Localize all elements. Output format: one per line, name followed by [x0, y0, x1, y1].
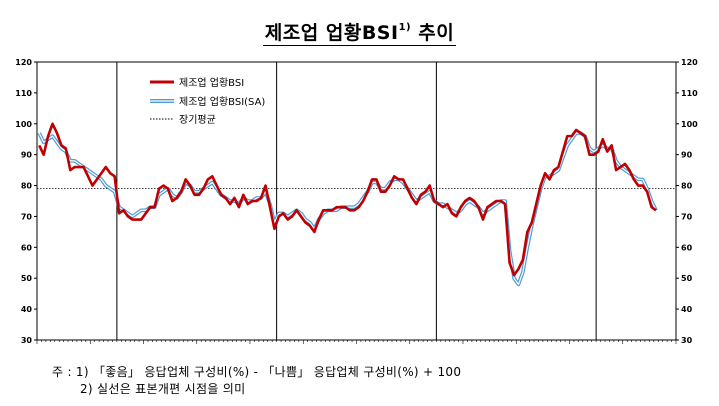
x-tick-label: '13.1: [136, 347, 156, 348]
chart-title-footnote-mark: 1): [398, 22, 412, 33]
y-tick-label-left: 80: [21, 182, 33, 191]
y-tick-label-left: 30: [21, 336, 33, 345]
y-tick-label-left: 90: [21, 151, 33, 160]
y-tick-label-right: 90: [681, 151, 693, 160]
y-tick-label-right: 80: [681, 182, 693, 191]
chart-title-main: 제조업 업황BSI: [264, 22, 399, 44]
y-tick-label-right: 40: [681, 305, 693, 314]
plot-frame: [36, 61, 677, 341]
x-tick-label: '20.1: [509, 347, 529, 348]
x-tick-label: '21.1: [562, 347, 582, 348]
legend: 제조업 업황BSI 제조업 업황BSI(SA) 장기평균: [150, 76, 265, 126]
y-tick-label-right: 60: [681, 243, 693, 252]
series-layer: [37, 122, 658, 287]
y-tick-label-left: 50: [21, 274, 33, 283]
x-tick-label: '15.1: [242, 347, 262, 348]
y-tick-label-left: 60: [21, 243, 33, 252]
plot-border: [36, 61, 677, 341]
x-tick-label: '19.1: [455, 347, 475, 348]
legend-label-bsi-sa: 제조업 업황BSI(SA): [179, 95, 265, 108]
y-tick-label-right: 70: [681, 212, 693, 221]
y-tick-label-right: 110: [681, 89, 698, 98]
y-tick-label-right: 30: [681, 336, 693, 345]
legend-label-bsi: 제조업 업황BSI: [179, 76, 244, 89]
line-chart: 30 30 40 40 50 50 60 60 70 70 80 80 90 90 100 100 110 110…: [15, 58, 698, 348]
y-tick-label-right: 50: [681, 274, 693, 283]
chart-title: 제조업 업황BSI1) 추이: [0, 18, 719, 46]
y-tick-label-left: 70: [21, 212, 33, 221]
y-tick-label-left: 100: [15, 120, 32, 129]
chart-title-tail: 추이: [411, 22, 455, 44]
y-tick-label-left: 40: [21, 305, 33, 314]
x-tick-label: '11.1: [29, 347, 49, 348]
footnote-2: 2) 실선은 표본개편 시점을 의미: [80, 382, 246, 396]
x-tick-label: '14.1: [189, 347, 209, 348]
y-tick-label-left: 120: [15, 58, 32, 67]
series-line-bsi: [38, 122, 657, 277]
x-tick-label: '16.1: [296, 347, 316, 348]
chart-title-text: 제조업 업황BSI1) 추이: [262, 22, 457, 46]
legend-label-average: 장기평균: [179, 114, 216, 126]
x-tick-label: '18.1: [402, 347, 422, 348]
y-tick-label-right: 100: [681, 120, 698, 129]
x-tick-label: '17.1: [349, 347, 369, 348]
y-tick-label-right: 120: [681, 58, 698, 67]
x-tick-label: '22.1: [615, 347, 635, 348]
footnote-1: 주 : 1) 「좋음」 응답업체 구성비(%) - 「나쁨」 응답업체 구성비(…: [52, 365, 462, 379]
y-tick-label-left: 110: [15, 89, 32, 98]
x-tick-label: '12.1: [83, 347, 103, 348]
axis-layer: 30 30 40 40 50 50 60 60 70 70 80 80 90 90 100 100 110 110…: [15, 58, 698, 348]
